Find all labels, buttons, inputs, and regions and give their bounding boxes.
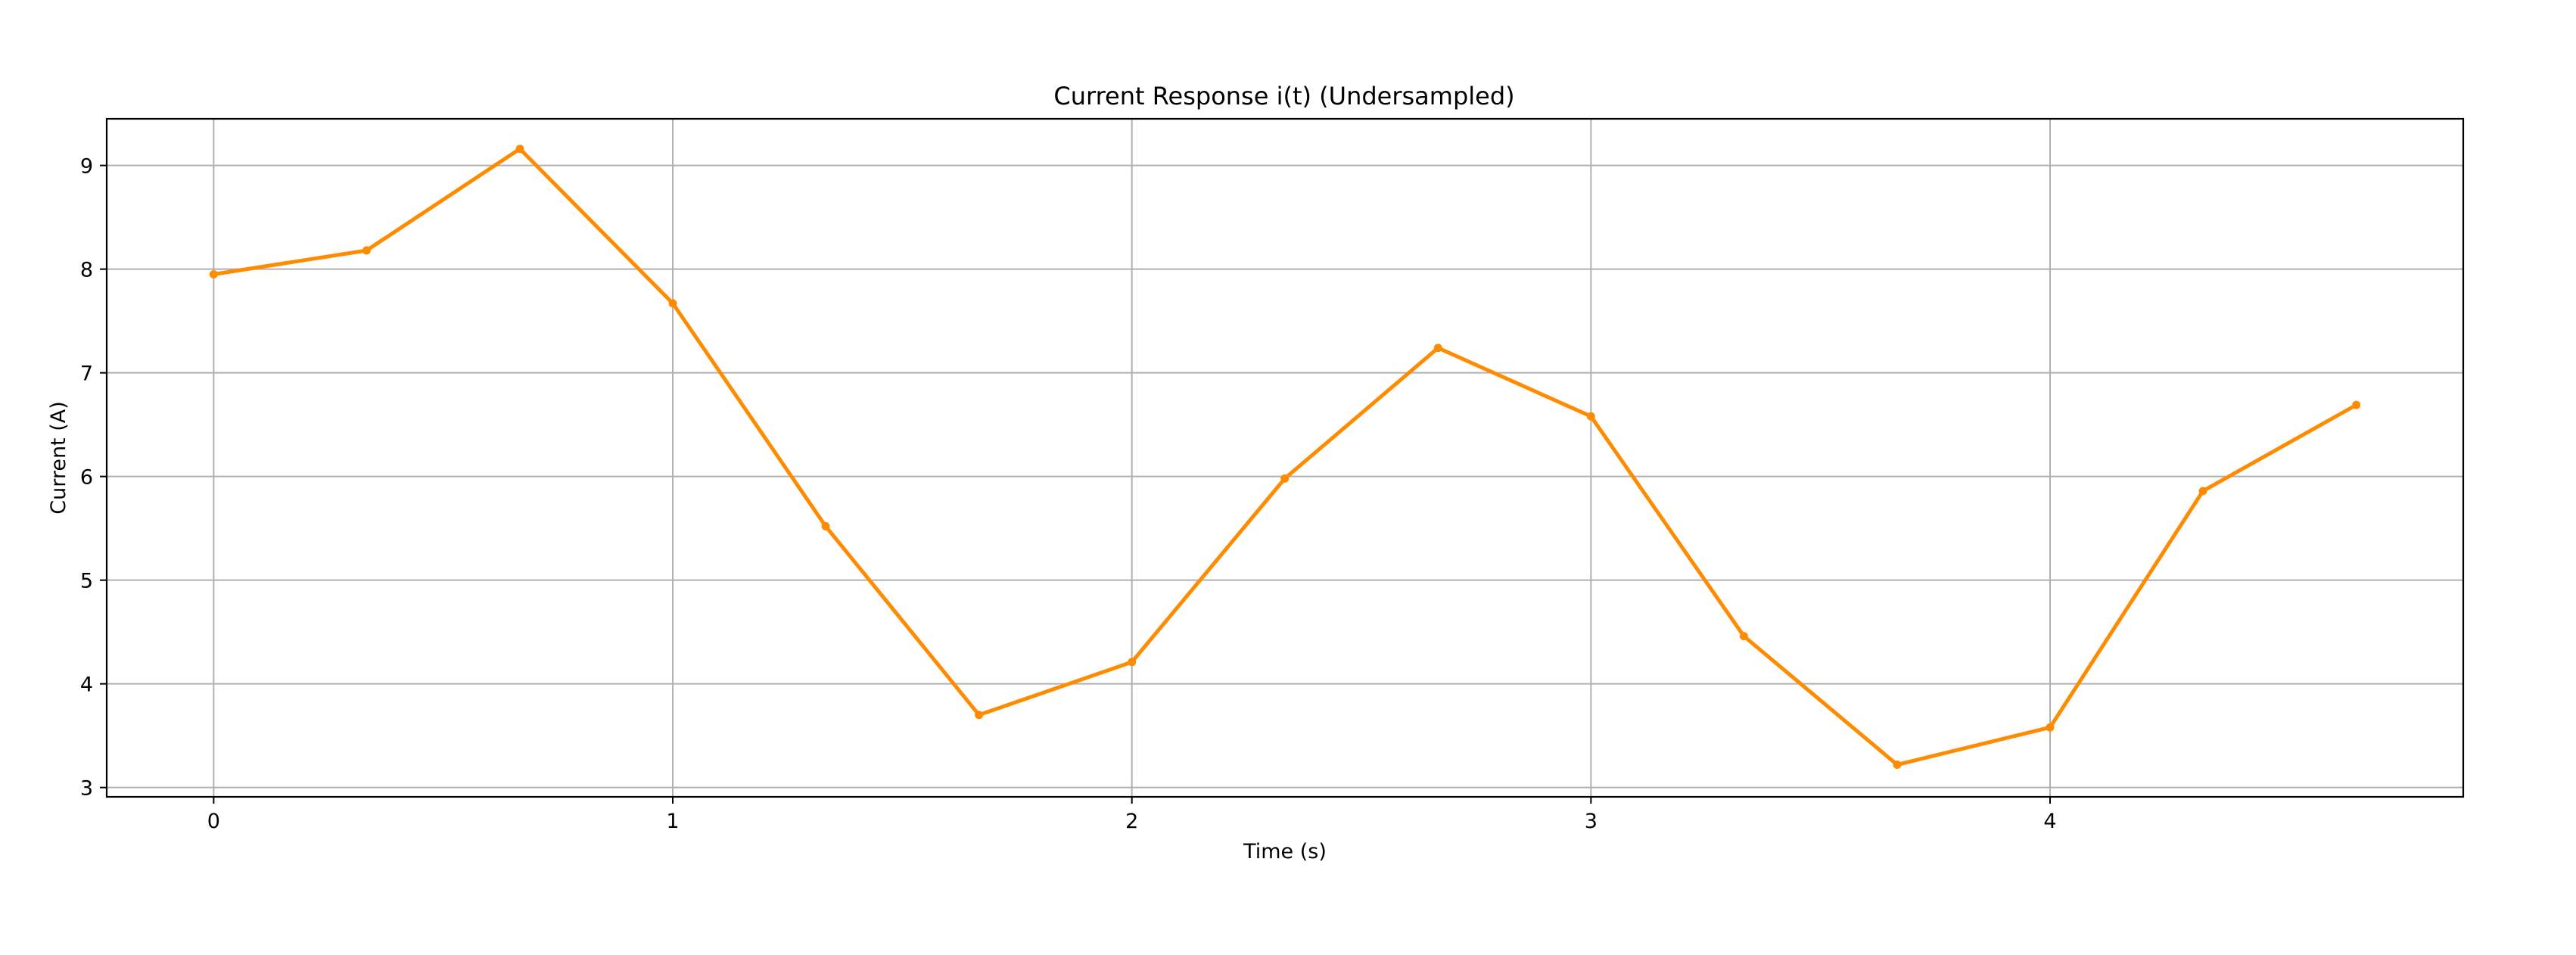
- plot-frame: [105, 117, 2465, 798]
- x-tick-label: 1: [666, 810, 679, 833]
- data-point: [2198, 487, 2207, 496]
- data-point: [1280, 474, 1290, 483]
- data-point: [821, 521, 830, 530]
- y-tick-label: 7: [80, 362, 93, 386]
- data-point: [1128, 658, 1137, 667]
- y-tick-label: 5: [80, 570, 93, 593]
- x-tick-label: 3: [1585, 810, 1598, 833]
- data-point: [515, 145, 524, 154]
- data-point: [362, 246, 371, 255]
- y-tick-label: 8: [80, 259, 93, 282]
- x-tick-label: 2: [1125, 810, 1138, 833]
- data-point: [1739, 632, 1748, 641]
- series-layer: [209, 145, 2361, 770]
- data-point: [1586, 412, 1595, 421]
- y-tick-label: 9: [80, 155, 93, 179]
- data-point: [2046, 723, 2055, 732]
- x-axis-ticks: 0 1 2 3 4: [207, 797, 2057, 833]
- y-axis-ticks: 3 4 5 6 7 8 9: [80, 155, 107, 801]
- x-axis-label: Time (s): [1243, 840, 1327, 863]
- y-tick-label: 6: [80, 466, 93, 490]
- x-tick-label: 0: [207, 810, 220, 833]
- y-tick-label: 3: [80, 777, 93, 801]
- chart-title: Current Response i(t) (Undersampled): [1053, 82, 1514, 110]
- series-line: [211, 147, 2359, 767]
- data-point: [1893, 761, 1902, 770]
- grid-lines: [107, 119, 2463, 797]
- y-tick-label: 4: [80, 673, 93, 697]
- x-tick-label: 4: [2043, 810, 2056, 833]
- data-point: [2352, 400, 2361, 409]
- data-point: [975, 711, 984, 720]
- data-point: [1433, 344, 1442, 353]
- y-axis-label: Current (A): [47, 401, 70, 515]
- data-point: [209, 270, 218, 279]
- data-point: [668, 299, 677, 308]
